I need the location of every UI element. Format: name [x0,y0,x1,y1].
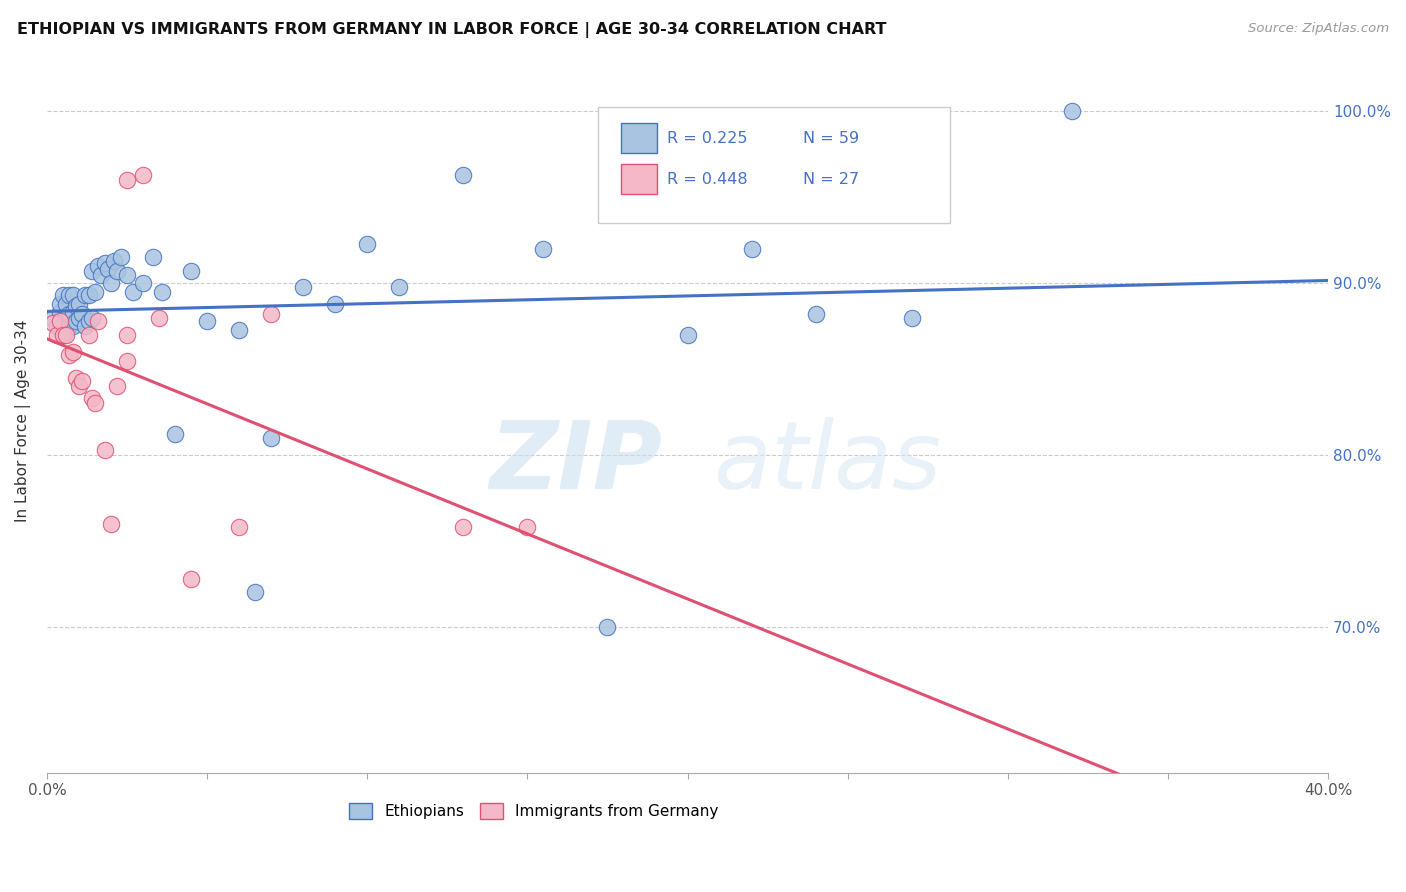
Point [62,288,84,302]
Legend: Ethiopians, Immigrants from Germany: Ethiopians, Immigrants from Germany [343,797,724,825]
Point [84,285,107,299]
Point [103,253,125,268]
Text: N = 27: N = 27 [803,171,859,186]
Point [67,297,90,311]
Point [58,319,80,334]
Point [323,297,346,311]
Point [356,236,378,251]
Point [45,319,67,334]
Point [676,327,699,342]
Point [62,345,84,359]
Point [55,310,77,325]
Point [42,310,65,325]
Point [77,288,100,302]
Point [453,520,475,534]
Point [292,279,315,293]
Point [900,310,922,325]
Point [52,288,75,302]
Point [49,314,72,328]
Point [180,264,202,278]
Text: atlas: atlas [713,417,942,508]
Point [115,353,138,368]
Point [80,392,103,406]
Point [122,285,145,299]
Point [49,305,72,319]
Point [260,307,283,321]
Point [107,379,129,393]
Point [93,442,115,457]
Point [62,319,84,334]
Point [132,168,155,182]
Point [115,327,138,342]
Text: N = 59: N = 59 [803,131,859,145]
Point [58,307,80,321]
Point [100,277,122,291]
Point [165,427,187,442]
Y-axis label: In Labor Force | Age 30-34: In Labor Force | Age 30-34 [15,319,31,522]
Text: R = 0.225: R = 0.225 [666,131,748,145]
FancyBboxPatch shape [598,107,950,224]
Point [45,327,67,342]
Point [55,297,77,311]
Point [453,168,475,182]
Point [260,431,283,445]
Point [75,319,97,334]
Point [55,324,77,338]
Point [596,620,619,634]
Point [65,314,87,328]
Point [80,310,103,325]
Point [90,268,112,282]
Point [1060,104,1083,119]
Point [93,255,115,269]
FancyBboxPatch shape [621,164,657,194]
Point [228,520,250,534]
Point [77,327,100,342]
Point [115,268,138,282]
Point [67,379,90,393]
Point [42,316,65,330]
Point [388,279,411,293]
Point [148,310,170,325]
Point [132,277,155,291]
Point [65,370,87,384]
Point [533,242,555,256]
Point [741,242,763,256]
Point [49,297,72,311]
Point [62,305,84,319]
Point [52,327,75,342]
Point [80,264,103,278]
FancyBboxPatch shape [621,123,657,153]
Point [115,173,138,187]
Point [52,327,75,342]
Point [52,314,75,328]
Point [228,323,250,337]
Point [107,264,129,278]
Point [150,285,173,299]
Point [243,585,266,599]
Point [67,310,90,325]
Point [65,299,87,313]
Point [97,262,120,277]
Point [516,520,538,534]
Point [180,572,202,586]
Text: R = 0.448: R = 0.448 [666,171,748,186]
Point [70,307,93,321]
Point [58,348,80,362]
Text: ETHIOPIAN VS IMMIGRANTS FROM GERMANY IN LABOR FORCE | AGE 30-34 CORRELATION CHAR: ETHIOPIAN VS IMMIGRANTS FROM GERMANY IN … [17,22,886,38]
Text: Source: ZipAtlas.com: Source: ZipAtlas.com [1249,22,1389,36]
Point [87,259,110,273]
Point [77,314,100,328]
Point [110,251,132,265]
Point [58,288,80,302]
Point [70,374,93,388]
Point [195,314,218,328]
Point [142,251,165,265]
Point [100,516,122,531]
Point [75,288,97,302]
Point [84,396,107,410]
Point [55,327,77,342]
Text: ZIP: ZIP [489,417,662,508]
Point [804,307,827,321]
Point [87,314,110,328]
